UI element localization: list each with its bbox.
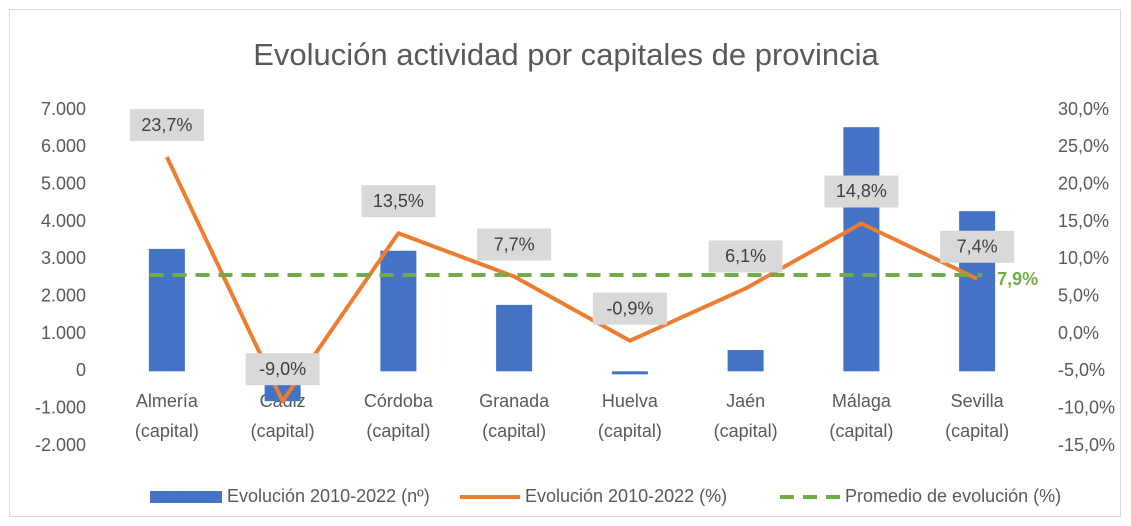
average-label: 7,9% <box>997 269 1038 289</box>
data-label: 23,7% <box>141 115 192 135</box>
y-tick-label: 2.000 <box>41 285 86 305</box>
y2-tick-label: 5,0% <box>1058 285 1099 305</box>
legend-label: Evolución 2010-2022 (%) <box>525 486 727 506</box>
x-tick-label: Jaén (capital) <box>714 391 778 441</box>
y-tick-label: 3.000 <box>41 248 86 268</box>
chart-border <box>9 9 1121 517</box>
data-label-box <box>245 353 320 386</box>
y2-tick-label: 15,0% <box>1058 211 1109 231</box>
data-label-box <box>477 228 552 261</box>
data-label-box <box>592 292 667 325</box>
y2-tick-label: 0,0% <box>1058 323 1099 343</box>
bar <box>496 304 533 372</box>
x-tick-label: Granada (capital) <box>479 391 550 441</box>
x-tick-label-line: Huelva <box>602 391 659 411</box>
x-tick-label: Córdoba (capital) <box>364 391 434 441</box>
bar <box>148 248 185 372</box>
y2-tick-label: 10,0% <box>1058 248 1109 268</box>
y-tick-label: -1.000 <box>35 397 86 417</box>
x-tick-label: Sevilla (capital) <box>945 391 1009 441</box>
x-tick-label-line: (capital) <box>482 421 546 441</box>
x-tick-label-line: Málaga <box>832 391 892 411</box>
y-tick-label: 7.000 <box>41 99 86 119</box>
data-label: 7,4% <box>957 236 998 256</box>
data-label: 6,1% <box>725 246 766 266</box>
data-label: 7,7% <box>494 234 535 254</box>
bar <box>380 250 417 372</box>
data-label-box <box>708 240 783 273</box>
y-tick-label: 6.000 <box>41 136 86 156</box>
y-tick-label: -2.000 <box>35 435 86 455</box>
bar <box>727 350 764 372</box>
x-tick-label: Málaga (capital) <box>829 391 893 441</box>
y2-tick-label: -10,0% <box>1058 397 1115 417</box>
x-tick-label-line: (capital) <box>714 421 778 441</box>
x-tick-label-line: (capital) <box>135 421 199 441</box>
data-label-box <box>824 175 899 208</box>
x-tick-label-line: Almería <box>136 391 199 411</box>
x-tick-label: Almería (capital) <box>135 391 199 441</box>
data-label: 13,5% <box>373 191 424 211</box>
y2-tick-label: 20,0% <box>1058 173 1109 193</box>
x-tick-label-line: Sevilla <box>951 391 1005 411</box>
y-tick-label: 5.000 <box>41 173 86 193</box>
x-tick-label-line: (capital) <box>251 421 315 441</box>
y-tick-label: 4.000 <box>41 211 86 231</box>
y2-tick-label: -5,0% <box>1058 360 1105 380</box>
y-tick-label: 1.000 <box>41 323 86 343</box>
bar <box>843 127 880 372</box>
y2-tick-label: -15,0% <box>1058 435 1115 455</box>
y-tick-label: 0 <box>76 360 86 380</box>
x-tick-label-line: Jaén <box>726 391 765 411</box>
x-tick-label-line: (capital) <box>945 421 1009 441</box>
x-tick-label: Huelva (capital) <box>598 391 662 441</box>
chart-title: Evolución actividad por capitales de pro… <box>253 37 879 72</box>
x-tick-label-line: Granada <box>479 391 550 411</box>
data-label: -9,0% <box>259 359 306 379</box>
data-label-box <box>361 185 436 218</box>
data-label: 14,8% <box>836 181 887 201</box>
x-tick-label-line: (capital) <box>829 421 893 441</box>
legend-swatch <box>150 491 222 503</box>
legend-label: Evolución 2010-2022 (nº) <box>227 486 430 506</box>
bar <box>611 371 648 375</box>
x-tick-label-line: Córdoba <box>364 391 434 411</box>
data-label-box <box>129 109 204 142</box>
y2-tick-label: 25,0% <box>1058 136 1109 156</box>
data-label: -0,9% <box>606 298 653 318</box>
y2-tick-label: 30,0% <box>1058 99 1109 119</box>
data-label-box <box>940 230 1015 263</box>
x-tick-label-line: (capital) <box>598 421 662 441</box>
x-tick-label-line: (capital) <box>366 421 430 441</box>
legend-label: Promedio de evolución (%) <box>845 486 1061 506</box>
